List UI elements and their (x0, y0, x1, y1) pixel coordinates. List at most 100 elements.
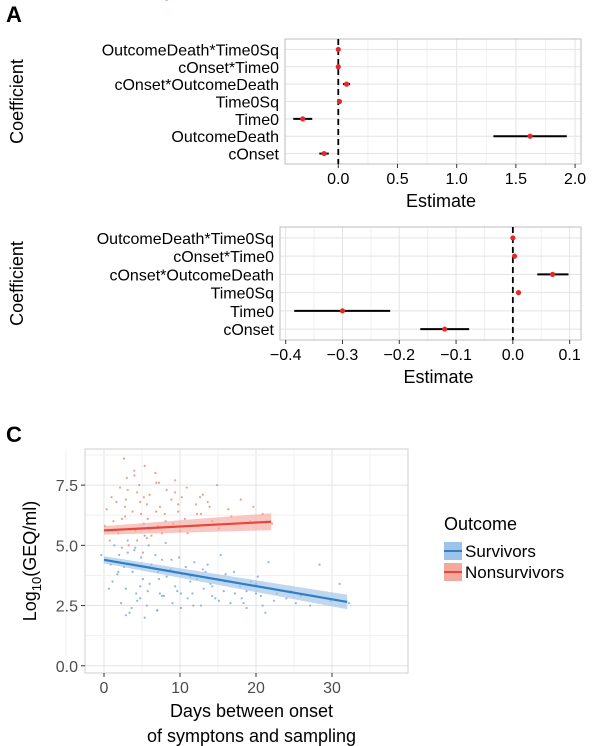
data-point (199, 512, 203, 516)
data-point (245, 606, 248, 610)
data-point (170, 558, 173, 561)
y-tick-label: Time0 (230, 304, 274, 321)
data-point (185, 486, 188, 489)
data-point (119, 486, 122, 489)
data-point (191, 592, 194, 595)
estimate-point (335, 64, 341, 70)
data-point (133, 474, 136, 477)
data-point (139, 585, 142, 588)
data-point (133, 469, 136, 472)
data-point (201, 493, 204, 496)
x-tick-label: 1.5 (505, 171, 527, 188)
data-point (110, 496, 113, 499)
data-point (154, 471, 157, 475)
regression-line (103, 558, 348, 604)
data-point (338, 582, 341, 585)
estimate-point (515, 290, 522, 296)
plot-border (84, 448, 409, 674)
data-point (217, 599, 221, 602)
estimate-point (339, 308, 346, 314)
data-point (156, 609, 159, 612)
legend-label: Nonsurvivors (465, 563, 564, 582)
data-point (111, 580, 114, 583)
data-point (155, 481, 158, 484)
y-axis-title-part: Log (20, 591, 40, 621)
data-point (186, 597, 189, 600)
legend: Outcome Survivors Nonsurvivors (444, 514, 564, 582)
data-point (133, 549, 136, 552)
data-point (160, 558, 164, 561)
data-point (136, 599, 139, 602)
data-point (267, 561, 270, 564)
x-axis-title: Estimate (403, 367, 473, 387)
data-point (128, 611, 131, 614)
data-point (131, 570, 134, 573)
data-point (174, 479, 177, 482)
data-point (145, 503, 148, 506)
data-point (165, 488, 168, 492)
data-point (146, 590, 149, 593)
x-tick-label: −0.4 (270, 347, 302, 364)
confidence-band (104, 513, 272, 535)
estimate-point (336, 98, 343, 105)
data-point (160, 594, 164, 598)
data-point (177, 556, 181, 559)
data-point (177, 510, 180, 513)
data-point (215, 484, 219, 487)
estimate-point (343, 81, 350, 87)
x-tick-label: 0.0 (502, 347, 524, 364)
data-point (127, 544, 130, 547)
x-tick-label: 10 (171, 680, 189, 697)
data-point (245, 590, 248, 593)
data-point (183, 517, 186, 520)
legend-label: Survivors (465, 542, 536, 561)
data-point (113, 544, 116, 547)
data-point (143, 616, 146, 619)
regression-line (103, 520, 272, 532)
data-point (240, 597, 243, 600)
data-point (148, 493, 151, 496)
data-point (100, 553, 103, 557)
data-point (154, 553, 157, 557)
data-point (180, 496, 183, 499)
data-point (145, 537, 148, 540)
y-tick-label: OutcomeDeath*Time0Sq (102, 42, 279, 59)
data-point (134, 546, 137, 549)
plot-border (284, 38, 582, 165)
data-point (146, 517, 149, 520)
data-point (233, 570, 236, 573)
data-point (157, 577, 161, 581)
data-point (136, 539, 139, 542)
data-point (211, 585, 214, 588)
data-point (130, 606, 133, 610)
forest-plot-1: OutcomeDeath*Time0SqcOnset*Time0cOnset*O… (7, 38, 586, 211)
x-tick-label: −0.3 (327, 347, 359, 364)
estimate-point (511, 253, 518, 259)
data-point (272, 599, 276, 602)
data-point (199, 604, 203, 607)
data-point (123, 505, 127, 508)
x-tick-label: 0.5 (386, 171, 408, 188)
data-point (219, 553, 222, 557)
data-point (147, 544, 150, 547)
data-point (164, 541, 167, 545)
x-axis-title-line-2: of symptons and sampling (147, 726, 356, 746)
data-point (162, 594, 165, 598)
x-tick-label: −0.1 (440, 347, 472, 364)
data-point (142, 496, 145, 499)
data-point (108, 539, 111, 542)
data-point (165, 0, 168, 2)
x-tick-label: 0 (100, 680, 109, 697)
data-point (233, 592, 237, 595)
data-point (120, 546, 124, 549)
y-tick-label: 7.5 (56, 478, 78, 495)
data-point (170, 498, 173, 501)
data-point (224, 573, 227, 576)
panel-label-c: C (6, 422, 22, 447)
data-point (193, 561, 196, 564)
data-point (208, 505, 211, 508)
data-point (126, 539, 129, 542)
y-tick-label: cOnset*OutcomeDeath (109, 267, 274, 284)
estimate-point (442, 326, 448, 332)
